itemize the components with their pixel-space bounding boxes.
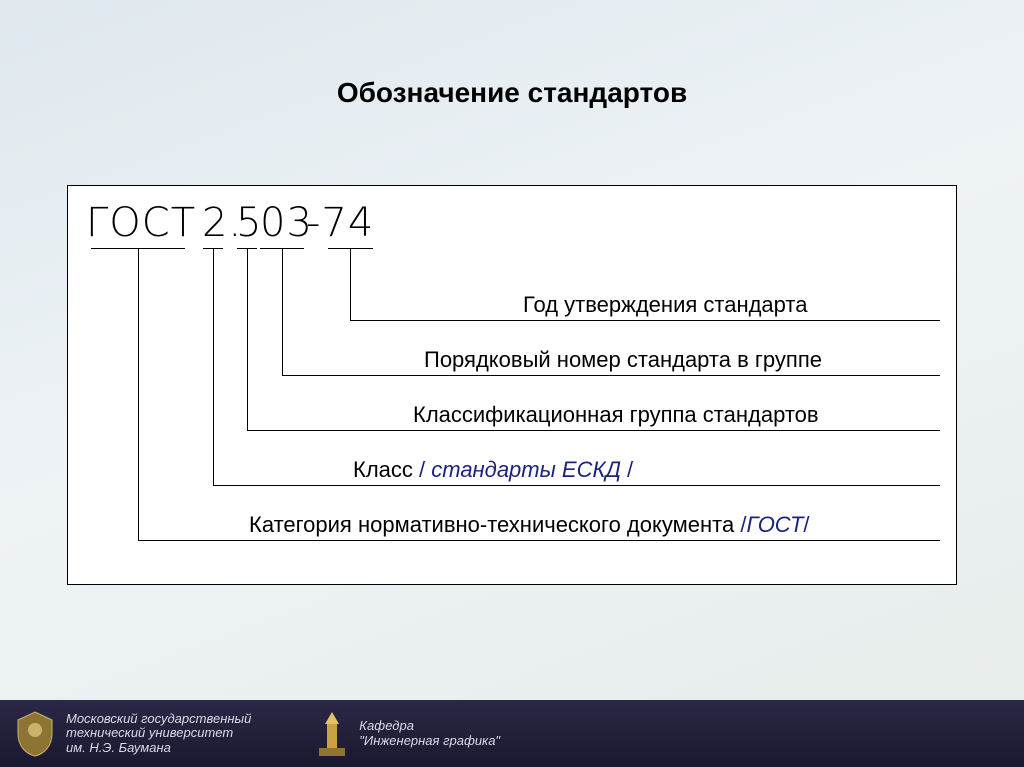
footer-university: Московский государственный технический у… [14, 710, 251, 758]
row-line-year [350, 320, 940, 321]
footer-department-text: Кафедра "Инженерная графика" [359, 719, 500, 748]
connector-drop-year [350, 248, 351, 320]
code-segment-cat: ГОСТ [86, 200, 196, 246]
row-label-group: Классификационная группа стандартов [413, 402, 819, 428]
slide: Обозначение стандартов ГОСТ 2.503-74 Год… [0, 0, 1024, 767]
footer-university-text: Московский государственный технический у… [66, 712, 251, 755]
footer: Московский государственный технический у… [0, 700, 1024, 767]
row-label-year: Год утверждения стандарта [523, 292, 808, 318]
footer-department: Кафедра "Инженерная графика" [315, 710, 500, 758]
code-segment-group: 5 [236, 200, 262, 246]
row-line-serial [282, 375, 940, 376]
row-label-serial: Порядковый номер стандарта в группе [424, 347, 822, 373]
row-label-cat: Категория нормативно-технического докуме… [249, 512, 810, 538]
row-line-class [213, 485, 940, 486]
row-line-group [247, 430, 940, 431]
code-segment-serial: 03 [260, 200, 313, 246]
row-label-class: Класс / стандарты ЕСКД / [353, 457, 633, 483]
department-tower-icon [315, 710, 349, 758]
row-line-cat [138, 540, 940, 541]
connector-drop-cat [138, 248, 139, 540]
slide-title: Обозначение стандартов [0, 77, 1024, 109]
connector-drop-group [247, 248, 248, 430]
connector-drop-serial [282, 248, 283, 375]
code-segment-year: -74 [306, 200, 374, 246]
connector-drop-class [213, 248, 214, 485]
university-crest-icon [14, 710, 56, 758]
